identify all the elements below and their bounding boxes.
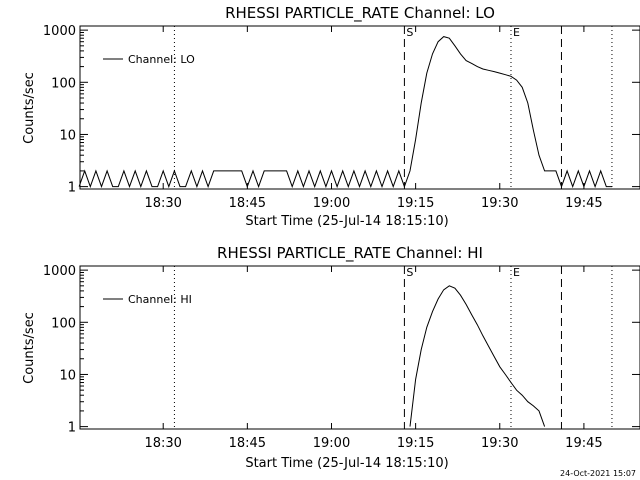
y-tick-label: 1: [68, 421, 76, 436]
marker-s: S: [406, 26, 413, 39]
x-tick-label: 19:15: [397, 196, 434, 211]
x-tick-label: 18:45: [229, 196, 266, 211]
marker-s: S: [406, 266, 413, 279]
marker-e: E: [513, 26, 520, 39]
x-tick-label: 19:00: [313, 436, 350, 451]
y-tick-label: 100: [51, 76, 76, 91]
chart-title: RHESSI PARTICLE_RATE Channel: HI: [217, 244, 483, 263]
x-tick-label: 19:30: [481, 436, 518, 451]
chart-title: RHESSI PARTICLE_RATE Channel: LO: [225, 4, 495, 23]
panel-hi: RHESSI PARTICLE_RATE Channel: HI Start T…: [22, 244, 640, 471]
y-axis-label: Counts/sec: [22, 312, 37, 384]
x-tick-label: 18:45: [229, 436, 266, 451]
x-tick-label: 18:30: [144, 196, 181, 211]
legend-label: Channel: LO: [128, 53, 195, 66]
series-line: [409, 285, 546, 427]
y-tick-label: 1000: [43, 24, 76, 39]
y-tick-label: 10: [59, 368, 76, 383]
x-axis-label: Start Time (25-Jul-14 18:15:10): [245, 456, 448, 471]
marker-e: E: [513, 266, 520, 279]
x-axis-label: Start Time (25-Jul-14 18:15:10): [245, 214, 448, 229]
x-tick-label: 19:00: [313, 196, 350, 211]
x-tick-label: 19:45: [565, 196, 602, 211]
x-tick-label: 19:30: [481, 196, 518, 211]
footer-date: 24-Oct-2021 15:07: [560, 469, 636, 478]
x-tick-label: 19:45: [565, 436, 602, 451]
y-tick-label: 100: [51, 316, 76, 331]
x-tick-label: 19:15: [397, 436, 434, 451]
legend-label: Channel: HI: [128, 293, 192, 306]
y-tick-label: 1: [68, 181, 76, 196]
x-tick-label: 18:30: [144, 436, 181, 451]
panel-lo: RHESSI PARTICLE_RATE Channel: LO Start T…: [22, 4, 640, 229]
plot-frame: [79, 25, 640, 190]
plot-frame: [79, 265, 640, 430]
y-axis-label: Counts/sec: [22, 72, 37, 144]
y-tick-label: 10: [59, 128, 76, 143]
y-tick-label: 1000: [43, 264, 76, 279]
series-line: [78, 36, 612, 189]
